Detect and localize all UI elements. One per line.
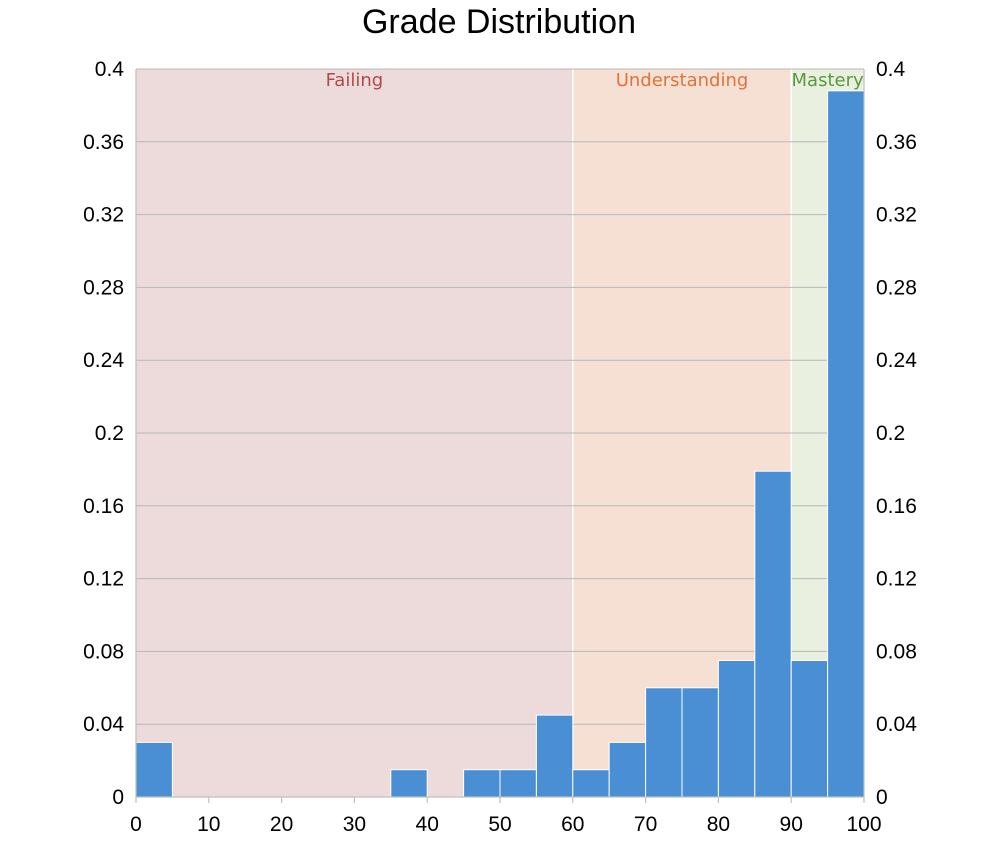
x-tick-label: 70 <box>634 813 657 836</box>
region-labels: Failing Understanding Mastery <box>326 70 864 91</box>
bar-50-55 <box>499 769 537 798</box>
y-tick-label-right: 0.4 <box>876 58 906 81</box>
region-label-mastery: Mastery <box>792 70 864 91</box>
bar-95-100 <box>827 90 865 798</box>
y-tick-label-right: 0.12 <box>876 568 917 591</box>
x-tick-label: 90 <box>780 813 803 836</box>
y-tick-label-right: 0.24 <box>876 349 917 372</box>
bar-90-95 <box>790 660 829 798</box>
gridlines <box>136 68 864 725</box>
x-tick-label: 20 <box>270 813 293 836</box>
bar-45-50 <box>463 769 501 798</box>
y-tick-label-left: 0.04 <box>83 713 124 736</box>
x-tick-label: 50 <box>488 813 511 836</box>
y-tick-label-left: 0.08 <box>83 640 124 663</box>
y-tick-label-right: 0.16 <box>876 495 917 518</box>
y-tick-label-left: 0 <box>112 786 124 809</box>
region-label-failing: Failing <box>326 70 384 91</box>
y-tick-label-right: 0.2 <box>876 422 905 445</box>
bar-60-65 <box>572 769 610 798</box>
x-tick-label: 60 <box>561 813 584 836</box>
x-tick-label: 80 <box>707 813 730 836</box>
histogram-bars <box>135 90 865 798</box>
bar-80-85 <box>717 660 756 798</box>
y-tick-label-right: 0.36 <box>876 131 917 154</box>
y-axis-right-ticks: 0 0.04 0.08 0.12 0.16 0.2 0.24 0.28 0.32 0.36 0.4 <box>876 58 917 809</box>
y-tick-label-right: 0.08 <box>876 640 917 663</box>
y-tick-label-right: 0.28 <box>876 276 917 299</box>
x-tick-label: 30 <box>343 813 366 836</box>
x-tick-label: 0 <box>130 813 142 836</box>
y-tick-label-left: 0.4 <box>95 58 125 81</box>
chart-title: Grade Distribution <box>362 3 636 41</box>
y-tick-label-left: 0.16 <box>83 495 124 518</box>
bar-55-60 <box>535 714 574 798</box>
bar-0-5 <box>135 741 173 798</box>
y-tick-label-left: 0.12 <box>83 568 124 591</box>
bar-65-70 <box>608 741 647 798</box>
bar-35-40 <box>390 769 428 798</box>
x-tick-label: 10 <box>197 813 220 836</box>
y-axis-left-ticks: 0 0.04 0.08 0.12 0.16 0.2 0.24 0.28 0.32 0.36 0.4 <box>83 58 124 809</box>
y-tick-label-right: 0.04 <box>876 713 917 736</box>
axes <box>135 69 865 803</box>
y-tick-label-right: 0.32 <box>876 204 917 227</box>
region-label-understanding: Understanding <box>616 70 749 91</box>
bar-75-80 <box>681 687 719 798</box>
bar-70-75 <box>645 687 683 798</box>
bar-85-90 <box>754 470 792 798</box>
x-tick-label: 100 <box>846 813 881 836</box>
x-tick-label: 40 <box>416 813 439 836</box>
y-tick-label-left: 0.2 <box>95 422 124 445</box>
y-tick-label-left: 0.36 <box>83 131 124 154</box>
y-tick-label-left: 0.24 <box>83 349 124 372</box>
y-tick-label-right: 0 <box>876 786 888 809</box>
x-axis-ticks: 0 10 20 30 40 50 60 70 80 90 100 <box>130 813 881 836</box>
y-tick-label-left: 0.32 <box>83 204 124 227</box>
y-tick-label-left: 0.28 <box>83 276 124 299</box>
